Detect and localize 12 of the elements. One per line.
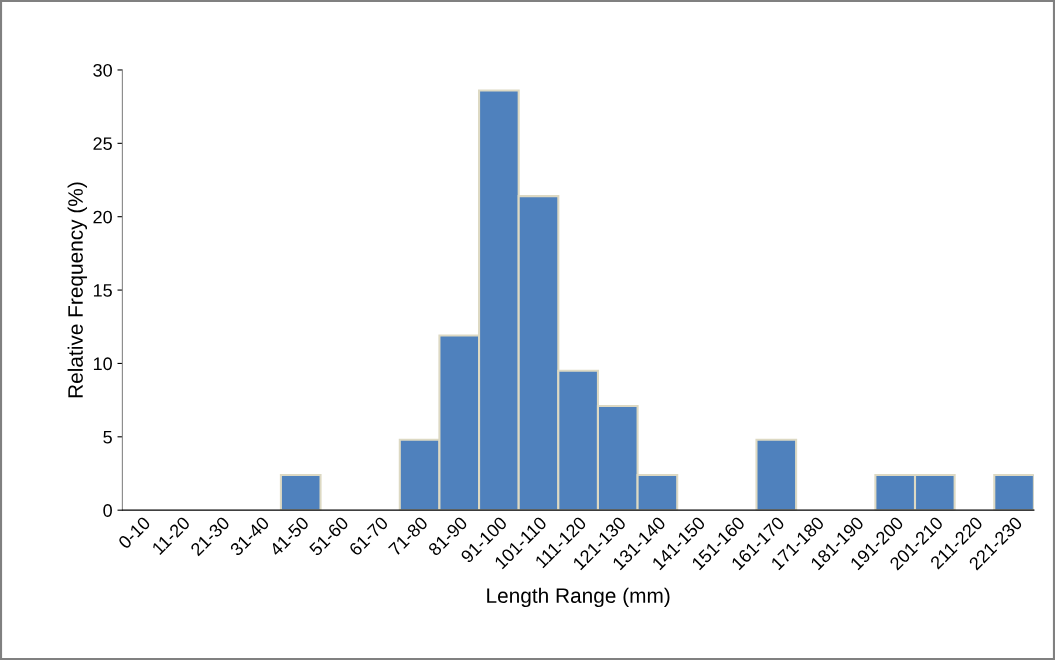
bar [993, 473, 1034, 511]
bar [279, 473, 322, 511]
y-tick-label: 5 [103, 430, 112, 444]
y-tick-label: 0 [103, 504, 112, 517]
x-axis-title: Length Range (mm) [487, 587, 670, 608]
y-tick-label: 10 [93, 357, 112, 371]
bar [755, 438, 798, 511]
y-tick-label: 25 [93, 137, 112, 151]
y-tick-label: 20 [93, 210, 112, 224]
y-tick-label: 15 [93, 284, 112, 297]
y-tick-label: 30 [93, 63, 112, 77]
y-axis-title: Relative Frequency (%) [67, 182, 88, 398]
